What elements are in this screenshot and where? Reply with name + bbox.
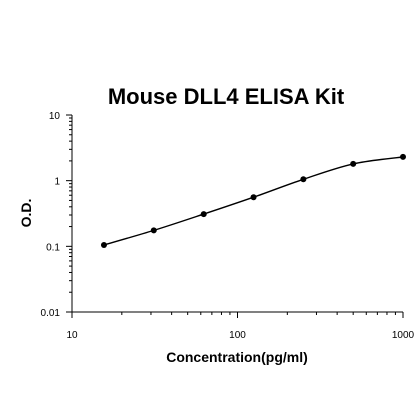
data-point [300,176,307,183]
data-points [100,153,406,248]
data-point [350,160,357,167]
data-point [100,241,107,248]
fit-curve [103,156,404,246]
y-tick-label: 0.01 [41,308,61,319]
y-ticks: 0.01 0.1 1 10 [41,111,72,319]
data-point [400,153,406,160]
x-ticks: 10 100 1000 [66,312,415,341]
chart-title: Mouse DLL4 ELISA Kit [108,84,345,109]
y-tick-label: 10 [49,111,61,122]
x-tick-label: 1000 [392,330,415,341]
y-axis-label: O.D. [18,199,34,228]
x-tick-label: 100 [229,330,246,341]
data-point [200,211,207,218]
data-point [150,227,157,234]
y-tick-label: 1 [54,177,60,188]
data-point [250,194,257,201]
y-tick-label: 0.1 [46,242,60,253]
x-tick-label: 10 [66,330,78,341]
plot-axes [71,115,403,313]
x-axis-label: Concentration(pg/ml) [166,349,308,365]
